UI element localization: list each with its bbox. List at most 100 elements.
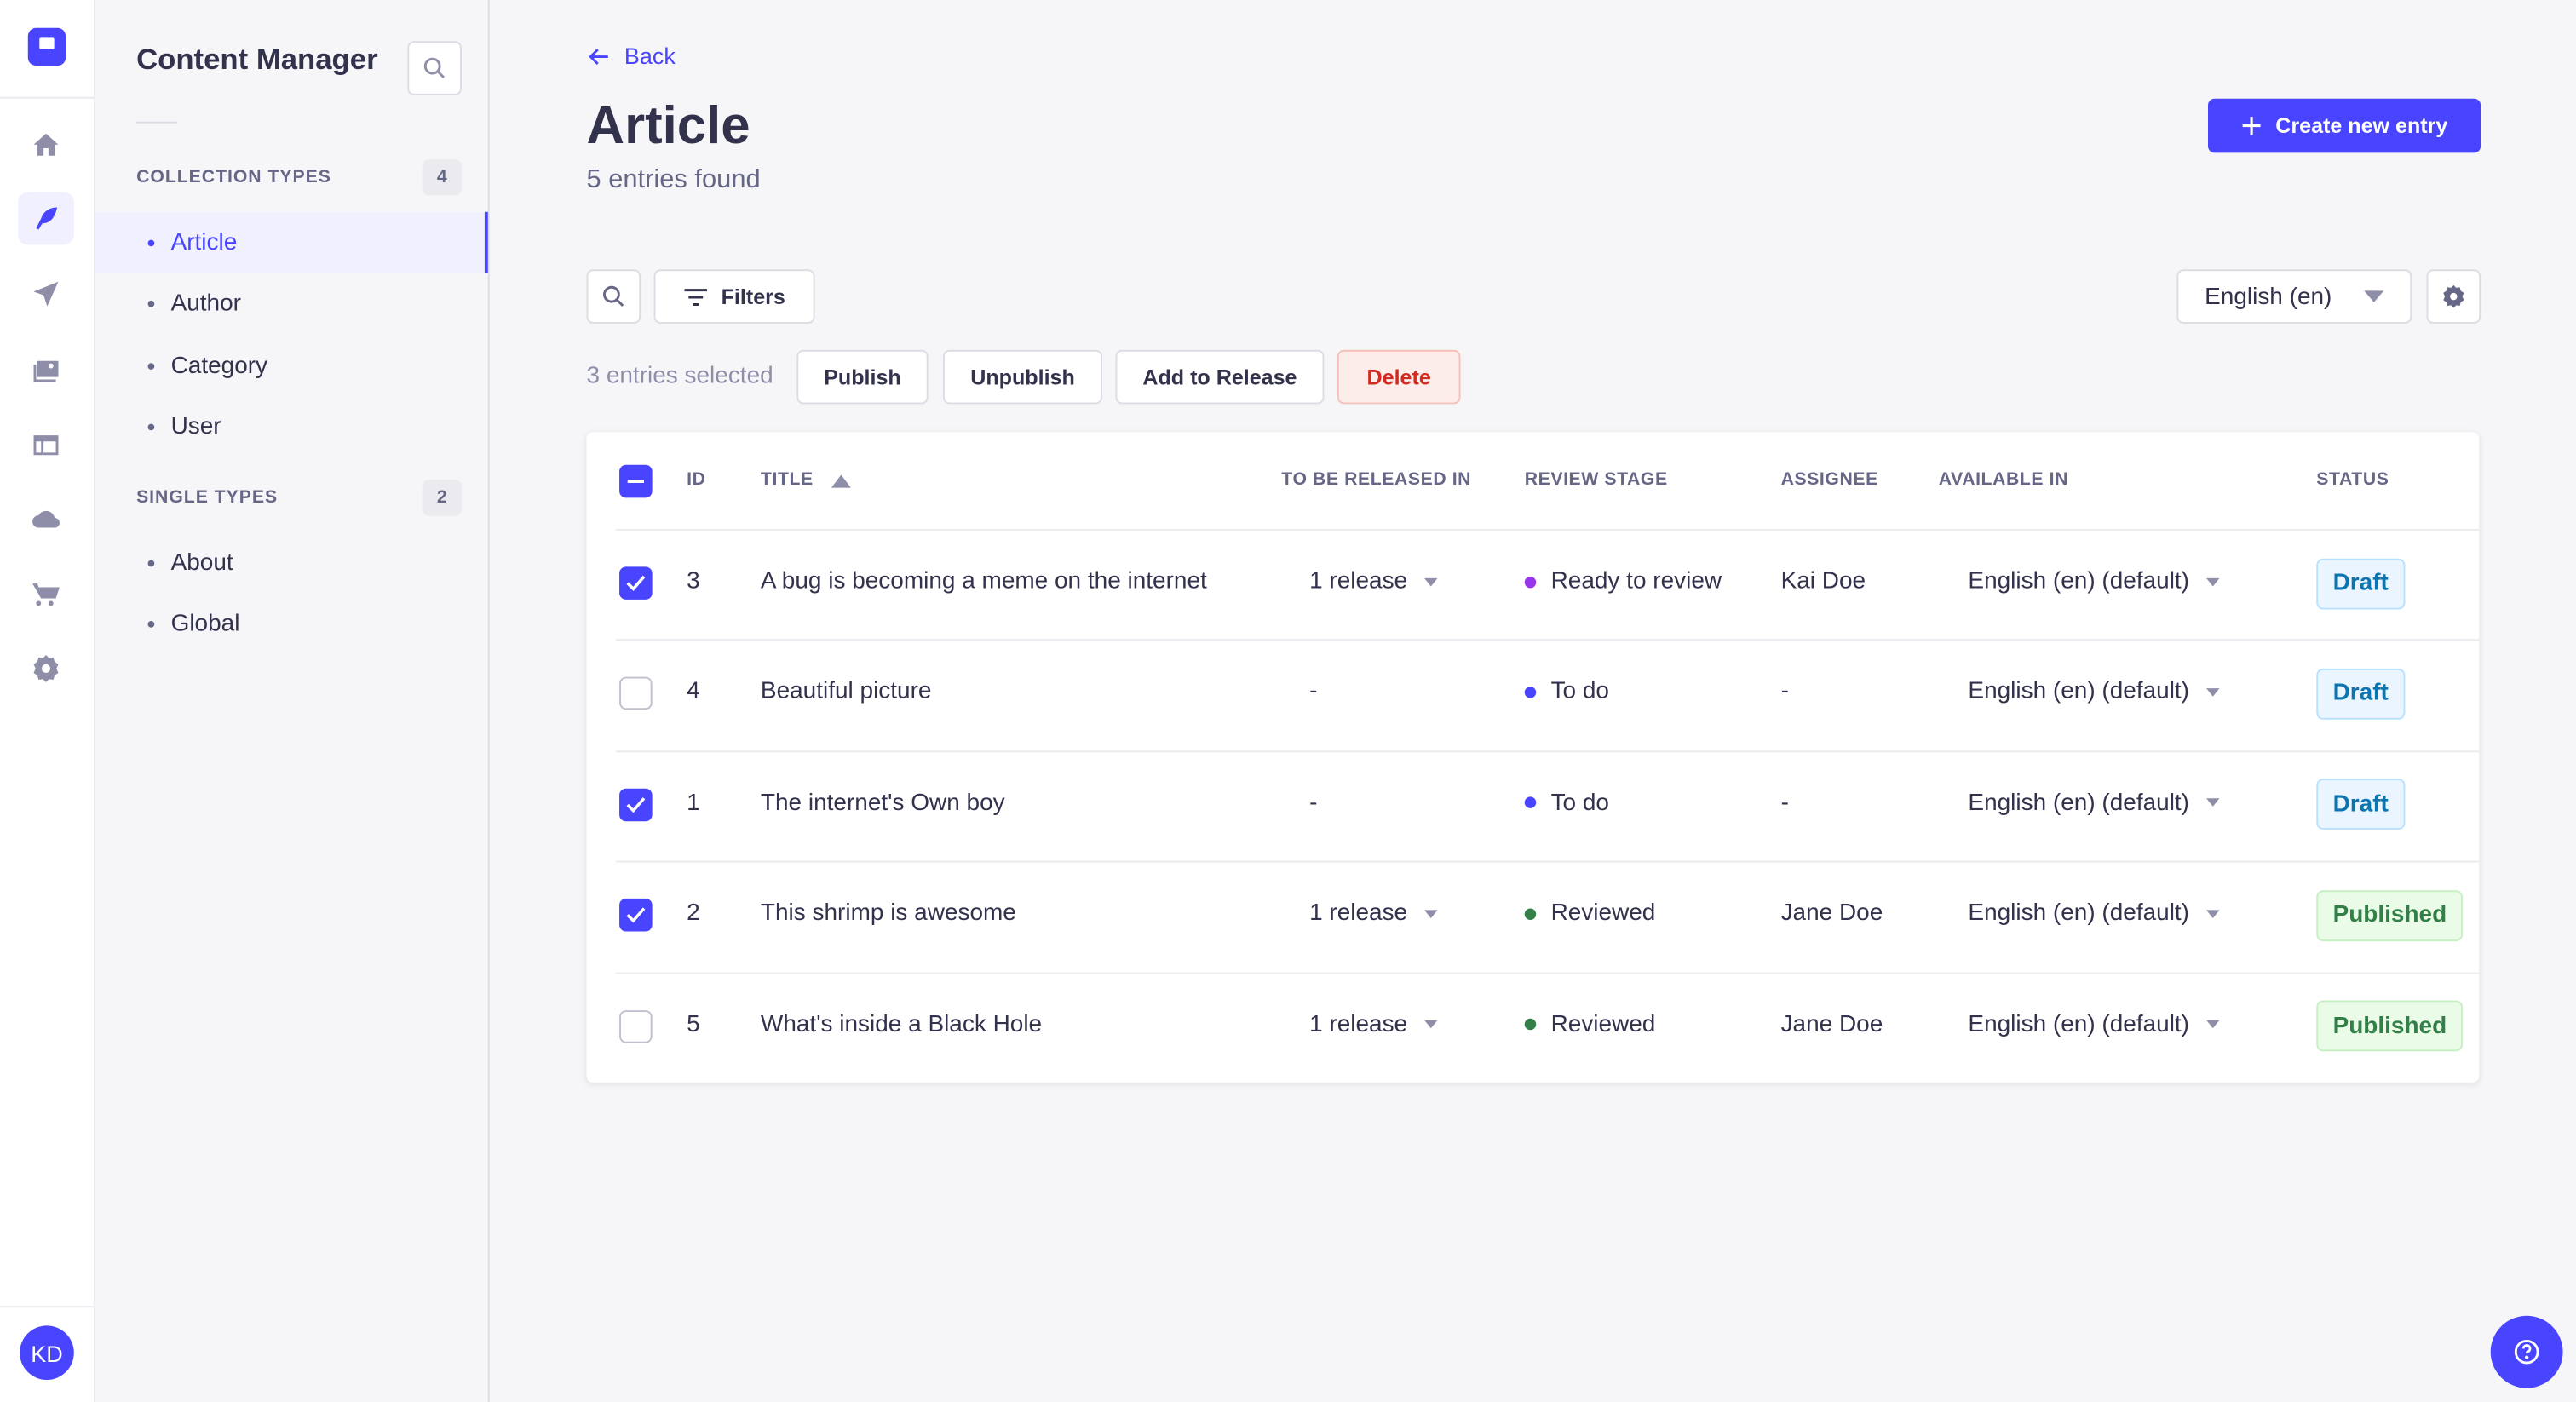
sort-ascending-icon[interactable]	[831, 474, 851, 488]
sidebar-item-label: Article	[170, 229, 238, 256]
home-icon	[33, 133, 59, 156]
stage-dot	[1524, 1019, 1537, 1031]
cell-title: The internet's Own boy	[761, 790, 1005, 816]
create-label: Create new entry	[2275, 113, 2448, 138]
nav-layout[interactable]	[18, 419, 74, 472]
column-header[interactable]: TITLE	[760, 469, 814, 490]
locale-text: English (en) (default)	[1968, 1011, 2190, 1038]
list-settings-button[interactable]	[2426, 269, 2481, 324]
divider	[0, 96, 95, 99]
back-link[interactable]: Back	[586, 43, 676, 69]
release-dropdown[interactable]: 1 release	[1309, 900, 1437, 927]
table-row[interactable]	[616, 860, 2480, 971]
cell-title-text: Beautiful picture	[760, 679, 932, 706]
cell-id: 2	[687, 900, 700, 927]
sidebar-item[interactable]: Article	[95, 211, 488, 273]
nav-paper-plane[interactable]	[18, 267, 74, 320]
single-types-count: 2	[422, 480, 462, 516]
delete-button[interactable]: Delete	[1337, 349, 1461, 405]
arrow-left-icon	[589, 48, 608, 65]
locale-select[interactable]: English (en)	[2176, 269, 2412, 324]
release-dropdown[interactable]: 1 release	[1309, 568, 1437, 595]
row-checkbox[interactable]	[619, 899, 653, 932]
nav-home[interactable]	[18, 118, 74, 171]
chevron-down-icon	[1423, 910, 1437, 918]
cell-assignee: Kai Doe	[1781, 568, 1866, 595]
bullet	[147, 238, 155, 246]
filters-button[interactable]: Filters	[653, 269, 815, 324]
row-checkbox[interactable]	[619, 566, 653, 600]
filter-icon	[684, 288, 707, 305]
strapi-logo[interactable]	[27, 27, 66, 66]
entries-table	[586, 432, 2480, 1083]
selected-count: 3 entries selected	[586, 363, 773, 390]
cell-release: -	[1309, 790, 1317, 816]
row-checkbox[interactable]	[619, 677, 653, 710]
cell-assignee-text: Kai Doe	[1780, 568, 1866, 595]
check-icon	[626, 575, 646, 591]
select-all-checkbox[interactable]	[619, 464, 653, 498]
help-button[interactable]	[2490, 1315, 2563, 1388]
locale-value: English (en)	[2205, 283, 2332, 310]
locale-dropdown[interactable]: English (en) (default)	[1968, 1011, 2219, 1038]
chevron-down-icon	[2205, 577, 2219, 586]
cell-release: -	[1309, 679, 1317, 705]
sidebar-item[interactable]: Author	[95, 273, 488, 334]
chevron-down-icon	[2205, 1020, 2219, 1029]
stage-dot	[1524, 576, 1537, 588]
row-checkbox[interactable]	[619, 788, 653, 821]
row-checkbox[interactable]	[619, 1009, 653, 1043]
release-text: 1 release	[1309, 900, 1408, 928]
nav-gear[interactable]	[18, 642, 74, 695]
table-row[interactable]	[616, 971, 2480, 1082]
sidebar-item-label: User	[170, 413, 221, 440]
search-button[interactable]	[586, 269, 641, 324]
sidebar-item[interactable]: User	[95, 397, 488, 457]
table-row[interactable]	[616, 639, 2480, 750]
nav-cart[interactable]	[18, 568, 74, 621]
sidebar-item[interactable]: Global	[95, 594, 488, 654]
stage-dot	[1524, 687, 1537, 698]
column-header: TO BE RELEASED IN	[1281, 469, 1472, 490]
table-row[interactable]	[616, 528, 2480, 639]
layout-icon	[33, 435, 59, 456]
chevron-down-icon	[2205, 799, 2219, 807]
sidebar-item-label: About	[170, 549, 233, 576]
create-new-entry-button[interactable]: Create new entry	[2207, 98, 2481, 153]
column-header: STATUS	[2316, 469, 2389, 490]
locale-dropdown[interactable]: English (en) (default)	[1968, 568, 2219, 595]
locale-dropdown[interactable]: English (en) (default)	[1968, 790, 2219, 816]
publish-button[interactable]: Publish	[796, 349, 929, 405]
cell-title: What's inside a Black Hole	[761, 1011, 1042, 1037]
nav-cloud[interactable]	[18, 493, 74, 546]
single-types-label: SINGLE TYPES	[136, 487, 279, 508]
unpublish-button[interactable]: Unpublish	[942, 349, 1103, 405]
add-to-release-button[interactable]: Add to Release	[1115, 349, 1325, 405]
images-icon	[33, 360, 59, 382]
gear-icon	[33, 655, 59, 682]
column-header: ID	[687, 469, 706, 490]
avatar[interactable]: KD	[20, 1325, 74, 1380]
cell-review-stage-text: Reviewed	[1550, 900, 1656, 928]
locale-dropdown[interactable]: English (en) (default)	[1968, 900, 2219, 927]
release-text: 1 release	[1309, 568, 1408, 595]
table-row[interactable]	[616, 750, 2480, 860]
cell-review-stage-text: Ready to review	[1550, 568, 1722, 595]
question-icon	[2514, 1339, 2539, 1365]
check-icon	[626, 907, 646, 923]
cell-id: 4	[687, 679, 700, 705]
back-label: Back	[624, 43, 676, 69]
release-dropdown[interactable]: 1 release	[1309, 1011, 1437, 1037]
stage-dot	[1524, 908, 1537, 920]
collection-types-label: COLLECTION TYPES	[136, 167, 331, 187]
sidebar-item-label: Author	[170, 290, 241, 318]
cell-assignee-text: Jane Doe	[1780, 1011, 1883, 1038]
cell-review-stage-text: Reviewed	[1550, 1011, 1656, 1038]
nav-images[interactable]	[18, 343, 74, 396]
sidebar-search-button[interactable]	[407, 41, 462, 95]
cell-title: This shrimp is awesome	[761, 900, 1016, 927]
nav-feather[interactable]	[18, 192, 74, 245]
sidebar-item[interactable]: About	[95, 532, 488, 593]
locale-dropdown[interactable]: English (en) (default)	[1968, 679, 2219, 705]
sidebar-item[interactable]: Category	[95, 335, 488, 395]
